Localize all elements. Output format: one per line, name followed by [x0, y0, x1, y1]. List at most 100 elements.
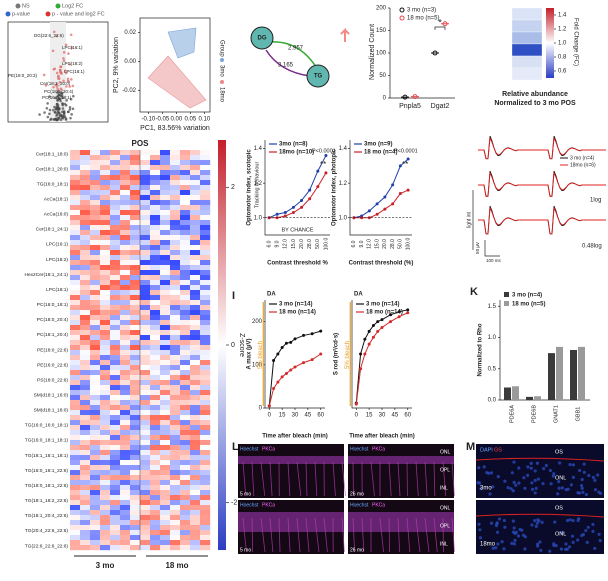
nucleus — [534, 524, 538, 528]
heat-cell — [110, 505, 121, 511]
heat-cell — [130, 215, 141, 221]
colorbar-tick: 2 — [231, 184, 235, 191]
point — [70, 46, 73, 49]
heat-cell — [130, 240, 141, 246]
heat-cell — [120, 430, 131, 436]
heat-cell — [140, 450, 151, 456]
heat-cell — [190, 330, 201, 336]
heat-cell — [190, 240, 201, 246]
heat-cell — [150, 410, 161, 416]
x-tick-label: 15 — [366, 413, 373, 419]
heat-cell — [200, 150, 211, 156]
heat-cell — [80, 540, 91, 546]
heat-cell — [150, 420, 161, 426]
legend-label: 18 mo (n=5) — [512, 302, 546, 308]
heat-cell — [90, 290, 101, 296]
heat-cell — [120, 275, 131, 281]
heat-cell — [140, 445, 151, 451]
heat-cell — [120, 315, 131, 321]
heat-cell — [140, 180, 151, 186]
heat-cell — [120, 255, 131, 261]
nucleus — [557, 486, 561, 490]
series-line — [353, 158, 409, 219]
heat-cell — [70, 320, 81, 326]
heat-cell — [170, 175, 181, 181]
heat-cell — [170, 515, 181, 521]
heat-cell — [190, 360, 201, 366]
y-tick-label: 1.5 — [488, 304, 497, 310]
heat-cell — [140, 400, 151, 406]
heat-cell — [150, 400, 161, 406]
heat-cell — [170, 225, 181, 231]
bar — [512, 386, 519, 400]
heat-cell — [130, 490, 141, 496]
row-label: LPC(16:1) — [46, 242, 68, 248]
point — [52, 108, 55, 112]
legend-label: 18mo (n=10) — [279, 150, 314, 156]
heat-cell — [90, 530, 101, 536]
heat-cell — [130, 165, 141, 171]
heat-cell — [180, 375, 191, 381]
heat-cell — [160, 390, 171, 396]
heat-cell — [90, 420, 101, 426]
heat-cell — [70, 495, 81, 501]
heat-cell — [190, 505, 201, 511]
heat-cell — [190, 530, 201, 536]
heatmap-title: POS — [132, 139, 150, 148]
heat-cell — [90, 545, 101, 551]
point — [65, 71, 68, 75]
heat-cell — [170, 255, 181, 261]
point — [45, 106, 49, 110]
heat-cell — [110, 440, 121, 446]
plot-frame — [139, 17, 211, 113]
heat-cell — [100, 405, 111, 411]
point — [276, 352, 280, 356]
point — [64, 118, 68, 121]
nucleus — [587, 473, 591, 478]
heat-cell — [130, 220, 141, 226]
bar — [556, 346, 563, 400]
point — [397, 310, 401, 314]
heat-cell — [90, 480, 101, 486]
edge-label: 3.165 — [278, 63, 294, 69]
heat-cell — [180, 335, 191, 341]
point — [391, 183, 395, 187]
heat-cell — [160, 445, 171, 451]
point — [406, 157, 410, 161]
x-tick-label: 100.0 — [323, 238, 329, 251]
heat-cell — [160, 490, 171, 496]
point — [300, 198, 304, 202]
heat-cell — [110, 495, 121, 501]
heat-cell — [70, 520, 81, 526]
row-label: LPC(18:1) — [46, 287, 68, 293]
heat-cell — [70, 295, 81, 301]
heat-cell — [90, 200, 101, 206]
heat-cell — [200, 430, 211, 436]
process — [341, 517, 345, 553]
nucleus — [593, 488, 598, 492]
heat-cell — [190, 445, 201, 451]
heat-cell — [170, 155, 181, 161]
heat-cell — [90, 345, 101, 351]
heat-cell — [170, 195, 181, 201]
heat-cell — [200, 475, 211, 481]
heat-cell — [200, 500, 211, 506]
heat-cell — [190, 255, 201, 261]
heat-cell — [200, 200, 211, 206]
sig-bracket — [434, 26, 446, 30]
heat-cell — [180, 540, 191, 546]
process — [242, 517, 247, 553]
heat-cell — [70, 360, 81, 366]
heat-cell — [130, 315, 141, 321]
heat-cell — [90, 305, 101, 311]
heat-cell — [140, 315, 151, 321]
heat-cell — [90, 210, 101, 216]
heat-cell — [130, 340, 141, 346]
heat-cell — [200, 350, 211, 356]
panel-letter: K — [470, 286, 478, 298]
heat-cell — [170, 180, 181, 186]
bar — [526, 396, 533, 400]
heat-cell — [80, 425, 91, 431]
heat-cell — [130, 450, 141, 456]
y-tick-label: 100 — [376, 51, 387, 57]
